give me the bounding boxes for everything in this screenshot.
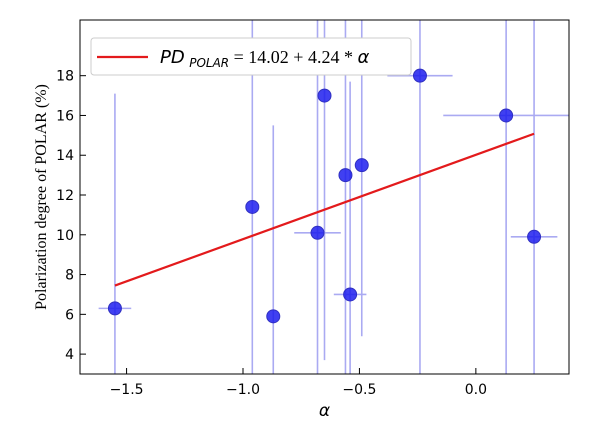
legend-symbol: PD (160, 47, 185, 68)
y-tick-label-5: 14 (56, 148, 74, 164)
legend: PD POLAR = 14.02 + 4.24 * α (90, 37, 412, 76)
legend-label: PD POLAR = 14.02 + 4.24 * α (160, 47, 369, 71)
data-point-4 (317, 88, 332, 103)
x-tick-label-1: −1.0 (226, 382, 260, 398)
x-axis-ticks: −1.5 −1.0 −0.5 0.0 (110, 368, 487, 398)
data-point-0 (107, 301, 122, 316)
legend-symbol-subscript: POLAR (189, 56, 229, 70)
data-point-10 (527, 229, 542, 244)
x-tick-label-2: −0.5 (342, 382, 376, 398)
data-points (107, 68, 542, 324)
data-point-9 (499, 108, 514, 123)
fit-line (114, 132, 535, 287)
y-tick-label-2: 8 (65, 268, 74, 284)
data-point-2 (266, 309, 281, 324)
y-axis-ticks: 4 6 8 10 12 14 16 18 (56, 69, 86, 363)
y-tick-label-4: 12 (56, 188, 74, 204)
fit-line-group (114, 132, 535, 287)
y-tick-label-3: 10 (56, 228, 74, 244)
y-tick-label-6: 16 (56, 108, 74, 124)
legend-equation: = 14.02 + 4.24 * (234, 47, 358, 67)
y-tick-label-1: 6 (65, 307, 74, 323)
data-point-3 (310, 225, 325, 240)
plot-frame (79, 19, 570, 375)
data-point-5 (338, 168, 353, 183)
data-point-7 (354, 158, 369, 173)
x-tick-label-3: 0.0 (465, 382, 487, 398)
data-point-8 (412, 68, 427, 83)
y-tick-label-7: 18 (56, 69, 74, 85)
data-point-1 (245, 199, 260, 214)
x-axis-label: α (319, 401, 330, 421)
x-tick-label-0: −1.5 (110, 382, 144, 398)
legend-variable: α (357, 47, 369, 68)
data-point-6 (343, 287, 358, 302)
y-tick-label-0: 4 (65, 347, 74, 363)
legend-box (90, 37, 412, 76)
y-axis-label: Polarization degree of POLAR (%) (33, 84, 50, 310)
